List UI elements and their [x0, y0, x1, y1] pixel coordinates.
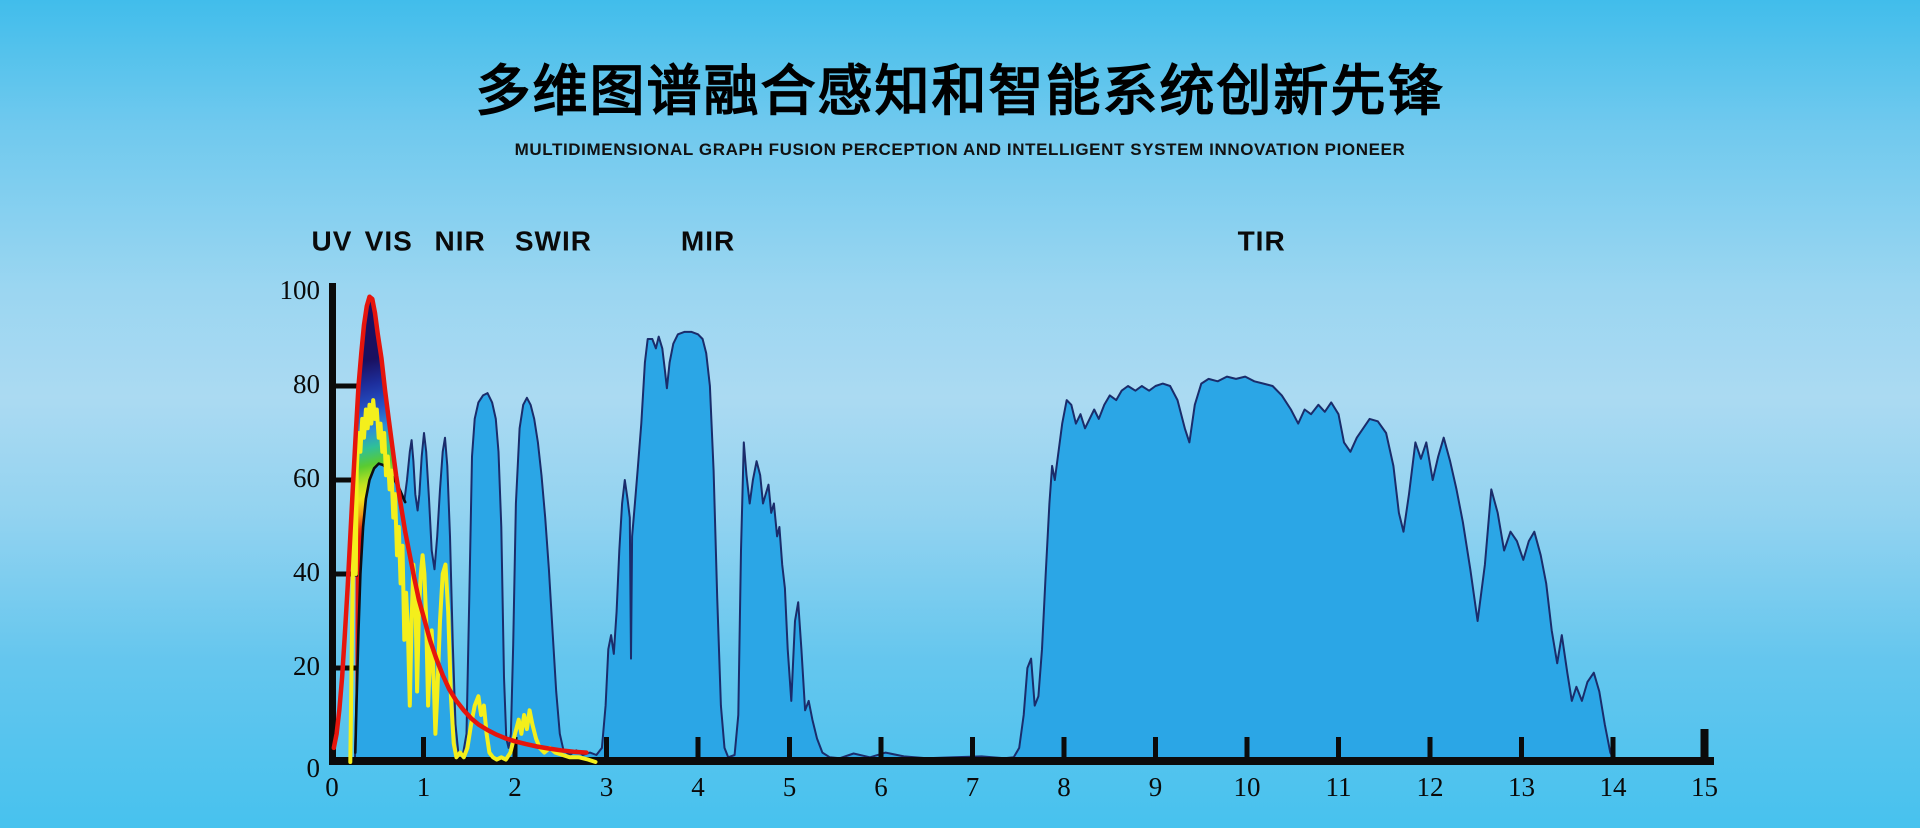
- x-tick-label: 13: [1508, 772, 1535, 802]
- x-tick: [1519, 737, 1524, 757]
- x-tick: [970, 737, 975, 757]
- x-tick: [1244, 737, 1250, 757]
- x-tick-label: 6: [874, 772, 888, 802]
- x-tick-label: 2: [508, 772, 522, 802]
- y-tick: [336, 383, 358, 389]
- band-label-nir: NIR: [434, 225, 485, 256]
- y-axis: [329, 283, 336, 765]
- x-tick: [421, 737, 426, 757]
- page-subtitle: MULTIDIMENSIONAL GRAPH FUSION PERCEPTION…: [514, 140, 1406, 159]
- x-axis-end-cap: [1700, 729, 1709, 757]
- x-tick-label: 12: [1417, 772, 1444, 802]
- x-tick: [1427, 737, 1433, 757]
- x-tick-label: 7: [966, 772, 980, 802]
- x-tick: [787, 737, 792, 757]
- x-tick: [1336, 737, 1341, 757]
- y-tick-label: 20: [293, 651, 320, 681]
- x-tick: [695, 737, 701, 757]
- blackbody-curve: [331, 294, 589, 755]
- x-axis: [329, 757, 1714, 765]
- x-tick-label: 4: [691, 772, 705, 802]
- x-tick-label: 0: [325, 772, 339, 802]
- y-tick-label: 80: [293, 369, 320, 399]
- x-tick: [1610, 737, 1616, 757]
- x-tick: [1153, 737, 1158, 757]
- y-tick-label: 100: [280, 275, 321, 305]
- band-label-vis: VIS: [365, 225, 413, 256]
- x-tick: [878, 737, 884, 757]
- y-tick: [336, 477, 358, 483]
- band-label-uv: UV: [312, 225, 353, 256]
- y-tick-label: 40: [293, 557, 320, 587]
- x-tick-label: 11: [1326, 772, 1352, 802]
- x-tick-label: 3: [600, 772, 614, 802]
- x-tick-label: 1: [417, 772, 431, 802]
- transmission-area: [353, 330, 1617, 763]
- y-tick-label: 60: [293, 463, 320, 493]
- x-tick-label: 15: [1691, 772, 1718, 802]
- x-tick-label: 8: [1057, 772, 1071, 802]
- x-tick: [512, 737, 518, 757]
- x-tick-label: 5: [783, 772, 797, 802]
- band-label-mir: MIR: [681, 225, 735, 256]
- y-tick: [336, 665, 358, 671]
- x-tick: [1061, 737, 1067, 757]
- x-tick-label: 9: [1149, 772, 1163, 802]
- page-title: 多维图谱融合感知和智能系统创新先锋: [475, 60, 1445, 122]
- y-tick-label: 0: [307, 753, 321, 783]
- x-tick: [604, 737, 609, 757]
- x-tick-label: 14: [1600, 772, 1628, 802]
- band-label-tir: TIR: [1238, 225, 1286, 256]
- band-label-swir: SWIR: [515, 225, 592, 256]
- x-tick-label: 10: [1234, 772, 1261, 802]
- solar-spectrum-curve: [348, 398, 598, 764]
- page-header: 多维图谱融合感知和智能系统创新先锋 MULTIDIMENSIONAL GRAPH…: [0, 0, 1920, 160]
